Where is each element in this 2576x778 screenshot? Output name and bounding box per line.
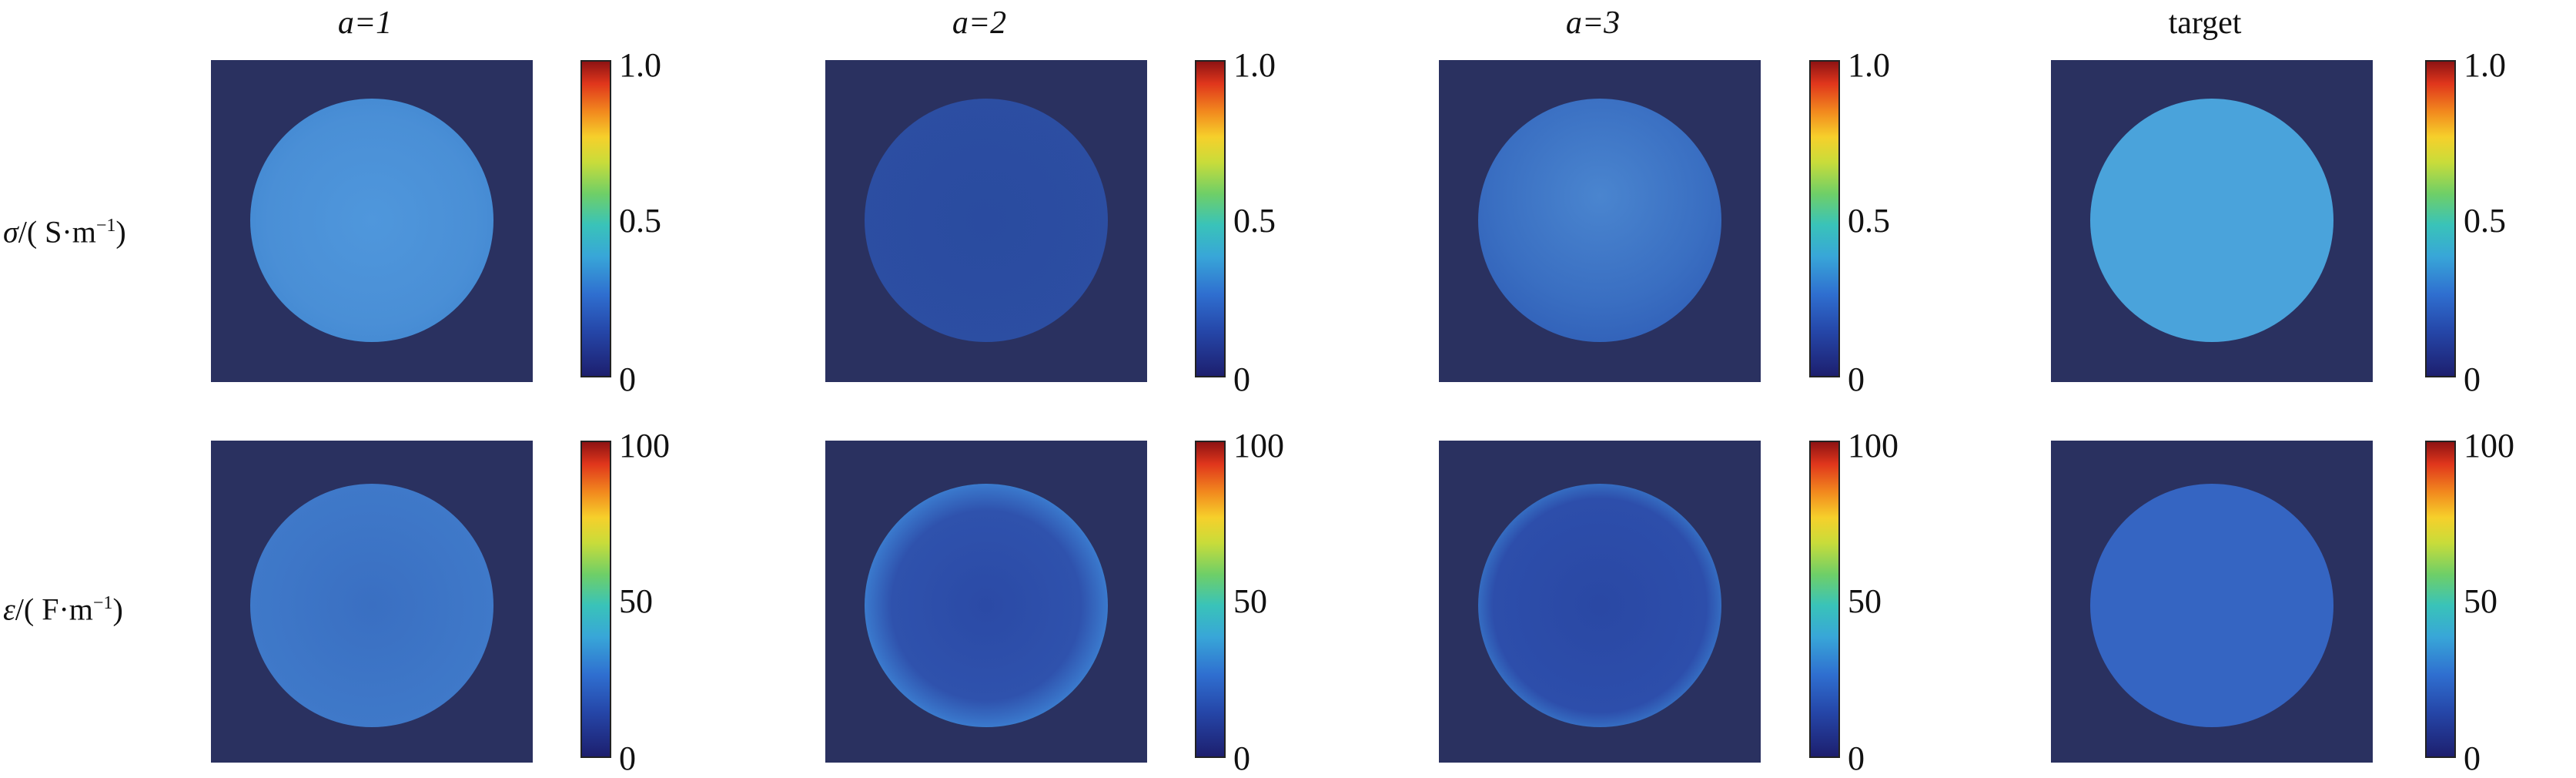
inclusion-epsilon-a1 [250, 484, 493, 727]
tick-sigma-a1-mid: 0.5 [619, 202, 661, 240]
panel-epsilon-a3 [1439, 441, 1761, 763]
inclusion-epsilon-target [2090, 484, 2333, 727]
panel-sigma-a1 [211, 60, 533, 382]
tick-sigma-a2-min: 0 [1233, 360, 1250, 398]
tick-sigma-a3-min: 0 [1848, 360, 1865, 398]
panel-epsilon-a1 [211, 441, 533, 763]
inclusion-epsilon-a3 [1478, 484, 1721, 727]
tick-epsilon-a3-mid: 50 [1848, 582, 1882, 620]
colorbar-sigma-a1 [580, 60, 611, 377]
column-title-4: target [2168, 5, 2242, 41]
panel-sigma-a2 [825, 60, 1147, 382]
tick-sigma-a2-max: 1.0 [1233, 46, 1276, 84]
inclusion-sigma-target [2090, 99, 2333, 342]
tick-sigma-target-max: 1.0 [2464, 46, 2506, 84]
tick-sigma-a3-mid: 0.5 [1848, 202, 1890, 240]
colorbar-epsilon-target [2425, 441, 2456, 758]
tick-sigma-target-min: 0 [2464, 360, 2481, 398]
column-title-2: a=2 [952, 5, 1007, 41]
row-label-epsilon: ε/( F·m−1) [3, 592, 123, 627]
colorbar-epsilon-a2 [1195, 441, 1226, 758]
colorbar-sigma-a3 [1809, 60, 1840, 377]
inclusion-epsilon-a2 [865, 484, 1108, 727]
tick-epsilon-a2-max: 100 [1233, 427, 1284, 464]
tick-sigma-a1-max: 1.0 [619, 46, 661, 84]
inclusion-sigma-a1 [250, 99, 493, 342]
column-title-3: a=3 [1565, 5, 1621, 41]
tick-sigma-a1-min: 0 [619, 360, 636, 398]
inclusion-sigma-a3 [1478, 99, 1721, 342]
tick-epsilon-a1-min: 0 [619, 739, 636, 777]
tick-epsilon-a3-min: 0 [1848, 739, 1865, 777]
tick-sigma-a2-mid: 0.5 [1233, 202, 1276, 240]
row-label-sigma: σ/( S·m−1) [3, 214, 126, 250]
panel-epsilon-target [2051, 441, 2373, 763]
tick-epsilon-a1-mid: 50 [619, 582, 653, 620]
inclusion-sigma-a2 [865, 99, 1108, 342]
colorbar-sigma-target [2425, 60, 2456, 377]
tick-epsilon-target-mid: 50 [2464, 582, 2497, 620]
tick-sigma-target-mid: 0.5 [2464, 202, 2506, 240]
colorbar-sigma-a2 [1195, 60, 1226, 377]
column-title-1: a=1 [337, 5, 393, 41]
panel-epsilon-a2 [825, 441, 1147, 763]
panel-sigma-a3 [1439, 60, 1761, 382]
tick-epsilon-a1-max: 100 [619, 427, 670, 464]
tick-epsilon-target-min: 0 [2464, 739, 2481, 777]
tick-epsilon-a2-min: 0 [1233, 739, 1250, 777]
panel-sigma-target [2051, 60, 2373, 382]
tick-sigma-a3-max: 1.0 [1848, 46, 1890, 84]
tick-epsilon-target-max: 100 [2464, 427, 2514, 464]
colorbar-epsilon-a1 [580, 441, 611, 758]
tick-epsilon-a3-max: 100 [1848, 427, 1899, 464]
tick-epsilon-a2-mid: 50 [1233, 582, 1267, 620]
colorbar-epsilon-a3 [1809, 441, 1840, 758]
